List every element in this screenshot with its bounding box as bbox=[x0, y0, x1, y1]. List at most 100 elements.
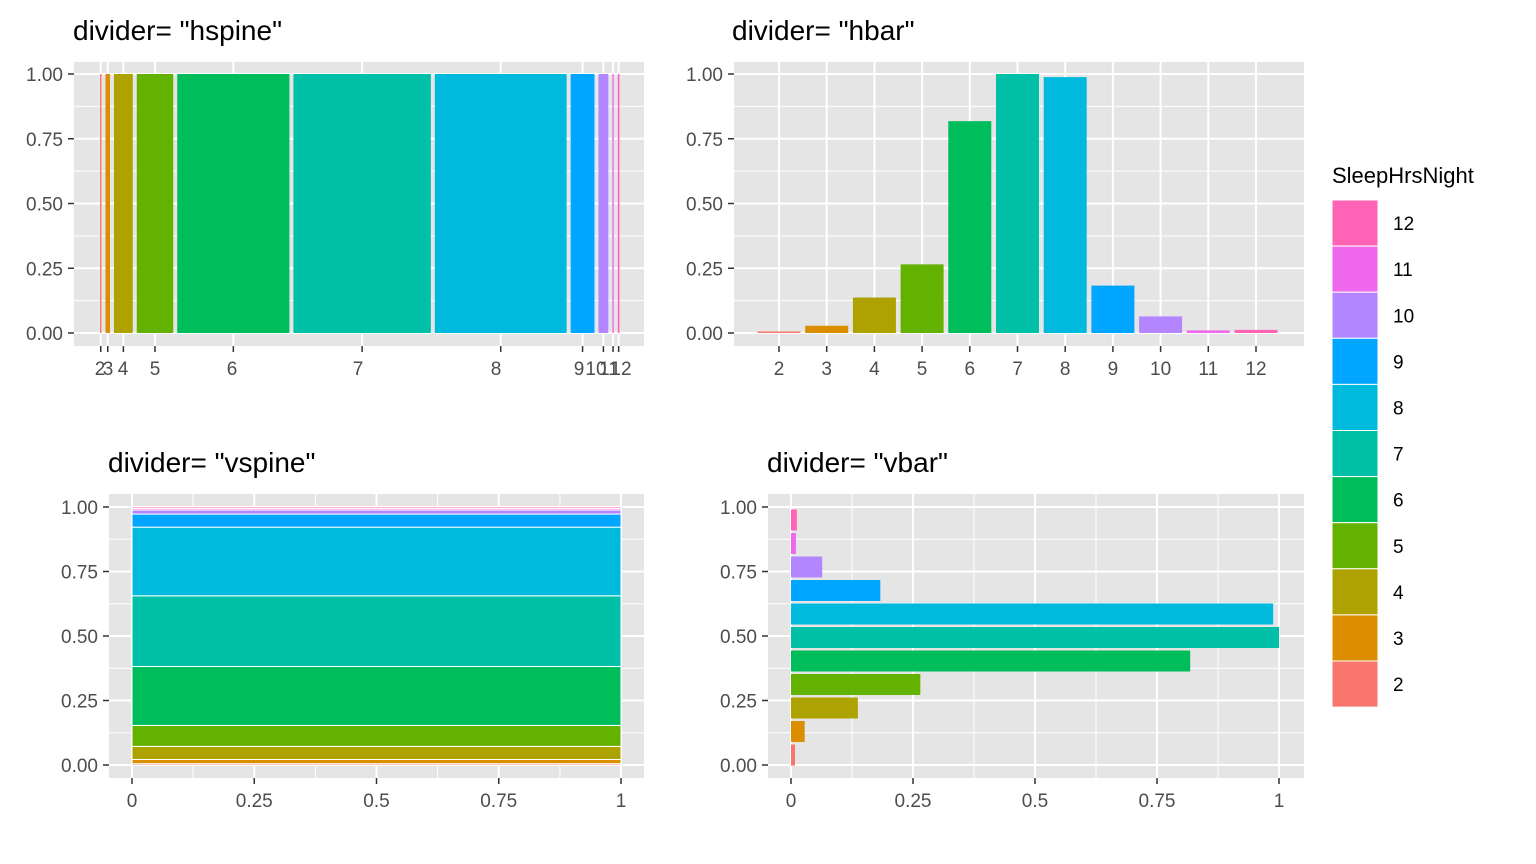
legend-label-6: 6 bbox=[1393, 491, 1404, 512]
legend-key-4 bbox=[1331, 568, 1379, 616]
vspine-xtick-label: 0.25 bbox=[236, 791, 273, 812]
legend-label-10: 10 bbox=[1393, 306, 1414, 327]
hbar-bar-12 bbox=[1234, 329, 1278, 333]
vspine-xtick-label: 0.75 bbox=[480, 791, 517, 812]
hbar-xtick-label: 4 bbox=[869, 359, 880, 380]
legend-key-10 bbox=[1331, 291, 1379, 339]
hbar-bar-6 bbox=[948, 121, 992, 333]
vspine-bar-5 bbox=[131, 724, 622, 747]
hbar-bar-4 bbox=[852, 297, 896, 333]
vbar-bar-2 bbox=[791, 744, 795, 766]
hbar-xtick-label: 11 bbox=[1198, 359, 1218, 380]
hspine-bar-2 bbox=[100, 74, 102, 333]
vspine-xtick-label: 1 bbox=[616, 791, 627, 812]
legend-key-3 bbox=[1331, 614, 1379, 662]
legend-label-11: 11 bbox=[1393, 260, 1413, 281]
vspine-ytick-label: 0.00 bbox=[61, 756, 98, 777]
vbar-xtick-label: 0 bbox=[786, 791, 797, 812]
hspine-bar-10 bbox=[598, 74, 609, 333]
hspine-bar-4 bbox=[113, 74, 133, 333]
hbar-bar-2 bbox=[757, 331, 801, 333]
hbar-xtick-label: 6 bbox=[965, 359, 976, 380]
hspine-xtick-label: 4 bbox=[118, 359, 129, 380]
panel-vbar: 0.00 0.25 0.50 0.75 1.00 0 0.25 0.5 0.75 1 bbox=[720, 494, 1304, 812]
hspine-bar-9 bbox=[570, 74, 595, 333]
vbar-ytick-label: 1.00 bbox=[720, 498, 757, 519]
vspine-ytick-label: 0.75 bbox=[61, 563, 98, 584]
vbar-bar-6 bbox=[791, 650, 1191, 672]
hbar-ytick-label: 0.00 bbox=[686, 324, 723, 345]
hbar-ytick-label: 1.00 bbox=[686, 65, 723, 86]
hbar-xtick-label: 7 bbox=[1012, 359, 1023, 380]
hspine-xtick-label: 11 bbox=[599, 359, 619, 380]
legend-key-11 bbox=[1331, 245, 1379, 293]
hbar-bar-10 bbox=[1139, 316, 1183, 333]
hspine-xtick-label: 9 bbox=[574, 359, 585, 380]
vspine-bar-6 bbox=[131, 666, 622, 726]
hspine-bar-6 bbox=[177, 74, 290, 333]
legend-key-5 bbox=[1331, 522, 1379, 570]
vbar-xtick-label: 0.75 bbox=[1139, 791, 1176, 812]
vbar-bar-7 bbox=[791, 627, 1279, 648]
vspine-bar-8 bbox=[131, 526, 622, 597]
hspine-xtick-label: 3 bbox=[103, 359, 114, 380]
hbar-bar-11 bbox=[1186, 330, 1230, 333]
hspine-xtick-label: 5 bbox=[150, 359, 161, 380]
vbar-bar-11 bbox=[791, 533, 796, 554]
hbar-ytick-label: 0.75 bbox=[686, 130, 723, 151]
hbar-bar-8 bbox=[1043, 77, 1087, 333]
vspine-xtick-label: 0.5 bbox=[363, 791, 389, 812]
legend-label-8: 8 bbox=[1393, 398, 1404, 419]
hspine-bar-7 bbox=[293, 74, 431, 333]
hbar-xtick-label: 10 bbox=[1150, 359, 1171, 380]
legend-label-5: 5 bbox=[1393, 537, 1404, 558]
vspine-bar-12 bbox=[131, 506, 622, 510]
legend-key-12 bbox=[1331, 199, 1379, 247]
hspine-ytick-label: 0.75 bbox=[26, 130, 63, 151]
hspine-xtick-label: 6 bbox=[227, 359, 238, 380]
hspine-bar-3 bbox=[105, 74, 110, 333]
vspine-bar-7 bbox=[131, 595, 622, 668]
legend-label-4: 4 bbox=[1393, 583, 1404, 604]
legend-key-7 bbox=[1331, 430, 1379, 478]
panel-vspine: 0.00 0.25 0.50 0.75 1.00 0 0.25 0.5 0.75 1 bbox=[61, 494, 644, 812]
hspine-xtick-label: 12 bbox=[610, 359, 631, 380]
legend-key-8 bbox=[1331, 383, 1379, 431]
vbar-bar-12 bbox=[791, 509, 797, 531]
legend-label-7: 7 bbox=[1393, 445, 1404, 466]
vbar-ytick-label: 0.75 bbox=[720, 563, 757, 584]
hbar-xtick-label: 2 bbox=[774, 359, 785, 380]
panel-title-vspine: divider= "vspine" bbox=[108, 447, 315, 478]
hspine-xtick-label: 10 bbox=[585, 359, 606, 380]
hspine-ytick-label: 0.50 bbox=[26, 195, 63, 216]
legend: 12 11 10 9 8 7 6 5 4 3 2 bbox=[1331, 199, 1414, 708]
vbar-xtick-label: 0.25 bbox=[895, 791, 932, 812]
vbar-ytick-label: 0.25 bbox=[720, 692, 757, 713]
hspine-bar-11 bbox=[612, 74, 614, 333]
vbar-bar-5 bbox=[791, 674, 921, 695]
hspine-ytick-label: 1.00 bbox=[26, 65, 63, 86]
hbar-xtick-label: 9 bbox=[1108, 359, 1119, 380]
panel-title-vbar: divider= "vbar" bbox=[767, 447, 948, 478]
vspine-bar-4 bbox=[131, 745, 622, 760]
vspine-ytick-label: 1.00 bbox=[61, 498, 98, 519]
vspine-ytick-label: 0.25 bbox=[61, 692, 98, 713]
hspine-bar-12 bbox=[617, 74, 620, 333]
hspine-xtick-label: 2 bbox=[95, 359, 106, 380]
legend-label-9: 9 bbox=[1393, 352, 1404, 373]
panel-title-hbar: divider= "hbar" bbox=[732, 15, 915, 46]
legend-key-2 bbox=[1331, 660, 1379, 708]
vspine-xtick-label: 0 bbox=[127, 791, 138, 812]
hbar-ytick-label: 0.25 bbox=[686, 259, 723, 280]
vspine-bar-9 bbox=[131, 513, 622, 528]
legend-key-6 bbox=[1331, 476, 1379, 524]
vspine-bar-3 bbox=[131, 758, 622, 765]
vbar-xtick-label: 0.5 bbox=[1022, 791, 1048, 812]
hbar-xtick-label: 8 bbox=[1060, 359, 1071, 380]
legend-key-9 bbox=[1331, 337, 1379, 385]
hspine-bar-8 bbox=[434, 74, 567, 333]
legend-label-3: 3 bbox=[1393, 629, 1404, 650]
legend-label-2: 2 bbox=[1393, 675, 1404, 696]
hbar-bar-5 bbox=[900, 264, 944, 333]
